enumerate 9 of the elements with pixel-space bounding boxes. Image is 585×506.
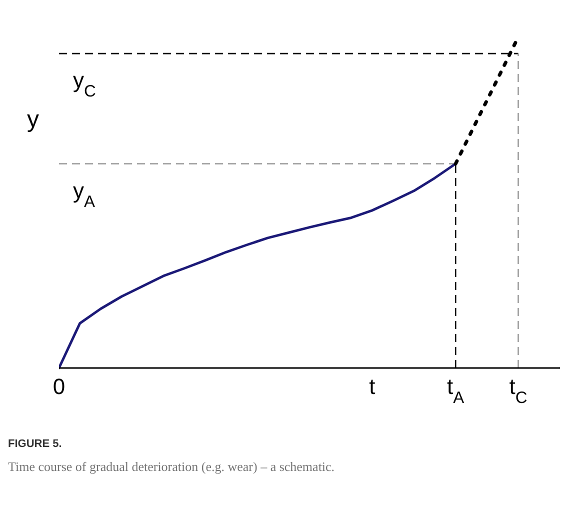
x-tick-label: t$_{C}$ — [509, 374, 528, 407]
text: Time course of gradual deterioration (e.g. wear) – a schematic. — [8, 459, 335, 475]
x-tick-label: t$_{A}$ — [447, 374, 464, 407]
x-tick-label: t — [369, 374, 376, 399]
x-tick-label: 0 — [52, 374, 66, 399]
ref-line-label: y$_{A}$ — [73, 178, 96, 211]
text: FIGURE 5. — [8, 438, 62, 450]
ref-line-label: y$_{C}$ — [73, 68, 96, 101]
y-axis-title: y — [27, 106, 39, 134]
